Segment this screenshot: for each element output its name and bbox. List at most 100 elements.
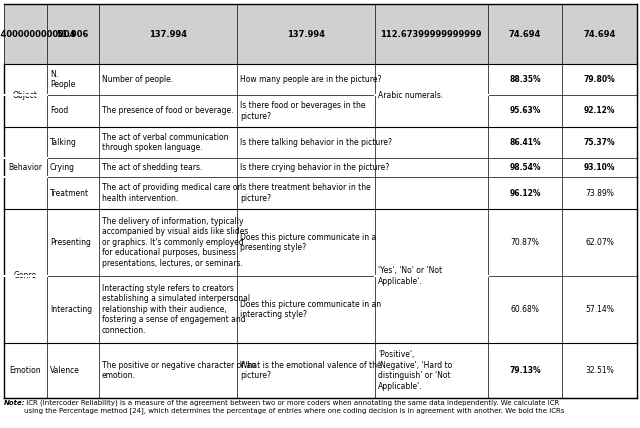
Bar	[99, 64, 237, 95]
Text: Treatment: Treatment	[50, 189, 89, 198]
Bar	[563, 95, 637, 127]
Text: The act of providing medical care or
health intervention.: The act of providing medical care or hea…	[102, 183, 241, 203]
Text: 137.994: 137.994	[149, 30, 187, 39]
Text: 32.51%: 32.51%	[585, 366, 614, 375]
Text: The delivery of information, typically
accompanied by visual aids like slides
or: The delivery of information, typically a…	[102, 217, 248, 268]
Text: ICR (Intercoder Reliability) is a measure of the agreement between two or more c: ICR (Intercoder Reliability) is a measur…	[24, 400, 564, 414]
Text: The presence of food or beverage.: The presence of food or beverage.	[102, 107, 234, 116]
Text: Emotion: Emotion	[10, 366, 42, 375]
Bar	[375, 95, 488, 127]
Bar	[4, 64, 47, 95]
Bar	[4, 95, 47, 127]
Bar	[237, 276, 375, 343]
Bar	[47, 127, 99, 158]
Bar	[4, 127, 47, 158]
Bar	[488, 209, 563, 276]
Bar	[488, 64, 563, 95]
Bar	[375, 178, 488, 209]
Bar	[563, 178, 637, 209]
Text: Does this picture communicate in an
interacting style?: Does this picture communicate in an inte…	[240, 300, 381, 319]
Bar	[375, 127, 488, 158]
Bar	[99, 343, 237, 398]
Bar	[4, 178, 47, 209]
Bar	[47, 178, 99, 209]
Text: Note:: Note:	[4, 400, 26, 406]
Text: 70.87%: 70.87%	[511, 238, 540, 247]
Bar	[4, 276, 47, 343]
Bar	[237, 127, 375, 158]
Text: 88.35%: 88.35%	[509, 75, 541, 84]
Text: 74.694: 74.694	[509, 30, 541, 39]
Text: Presenting: Presenting	[50, 238, 91, 247]
Text: The act of shedding tears.: The act of shedding tears.	[102, 163, 202, 172]
Text: 98.54%: 98.54%	[509, 163, 541, 172]
Bar	[563, 209, 637, 276]
Text: 112.67399999999999: 112.67399999999999	[381, 30, 482, 39]
Text: Interacting style refers to creators
establishing a simulated interpersonal
rela: Interacting style refers to creators est…	[102, 284, 250, 335]
Text: Talking: Talking	[50, 138, 77, 147]
Text: Is there treatment behavior in the
picture?: Is there treatment behavior in the pictu…	[240, 183, 371, 203]
Text: 43.044000000000004: 43.044000000000004	[0, 30, 76, 39]
Bar	[99, 127, 237, 158]
Bar	[4, 158, 47, 178]
Bar	[99, 209, 237, 276]
Bar	[488, 127, 563, 158]
Text: Object: Object	[13, 91, 38, 100]
Text: 74.694: 74.694	[584, 30, 616, 39]
Bar	[47, 343, 99, 398]
Bar	[237, 178, 375, 209]
Bar	[237, 64, 375, 95]
Bar	[563, 64, 637, 95]
Text: 95.63%: 95.63%	[509, 107, 541, 116]
Bar	[47, 95, 99, 127]
Text: How many people are in the picture?: How many people are in the picture?	[240, 75, 381, 84]
Text: 96.12%: 96.12%	[509, 189, 541, 198]
Text: Is there food or beverages in the
picture?: Is there food or beverages in the pictur…	[240, 101, 365, 121]
Bar	[488, 276, 563, 343]
Text: 79.13%: 79.13%	[509, 366, 541, 375]
Text: 93.10%: 93.10%	[584, 163, 616, 172]
Bar	[488, 95, 563, 127]
Bar	[563, 343, 637, 398]
Text: Crying: Crying	[50, 163, 75, 172]
Bar	[47, 158, 99, 178]
Bar	[488, 178, 563, 209]
Text: The act of verbal communication
through spoken language.: The act of verbal communication through …	[102, 133, 228, 152]
Text: Interacting: Interacting	[50, 305, 92, 314]
Bar	[563, 276, 637, 343]
Text: 51.906: 51.906	[57, 30, 89, 39]
Text: Is there talking behavior in the picture?: Is there talking behavior in the picture…	[240, 138, 392, 147]
Text: Does this picture communicate in a
presenting style?: Does this picture communicate in a prese…	[240, 232, 376, 252]
Bar	[4, 209, 47, 276]
Text: The positive or negative character of an
emotion.: The positive or negative character of an…	[102, 361, 256, 380]
Bar	[375, 158, 488, 178]
Bar	[375, 64, 488, 95]
Text: Valence: Valence	[50, 366, 80, 375]
Text: Food: Food	[50, 107, 68, 116]
Text: Number of people.: Number of people.	[102, 75, 173, 84]
Bar	[47, 64, 99, 95]
Text: 60.68%: 60.68%	[511, 305, 540, 314]
Bar	[488, 343, 563, 398]
Text: 'Yes', 'No' or 'Not
Applicable'.: 'Yes', 'No' or 'Not Applicable'.	[378, 266, 442, 285]
Text: Arabic numerals.: Arabic numerals.	[378, 91, 443, 100]
Bar	[47, 209, 99, 276]
Text: 92.12%: 92.12%	[584, 107, 616, 116]
Text: 'Positive',
'Negative', 'Hard to
distinguish' or 'Not
Applicable'.: 'Positive', 'Negative', 'Hard to disting…	[378, 351, 452, 390]
Bar	[375, 343, 488, 398]
Text: 75.37%: 75.37%	[584, 138, 616, 147]
Bar	[99, 158, 237, 178]
Text: 62.07%: 62.07%	[585, 238, 614, 247]
Text: What is the emotional valence of the
picture?: What is the emotional valence of the pic…	[240, 361, 381, 380]
Bar	[488, 158, 563, 178]
Bar	[99, 276, 237, 343]
Text: Is there crying behavior in the picture?: Is there crying behavior in the picture?	[240, 163, 389, 172]
Bar	[237, 158, 375, 178]
Bar	[375, 276, 488, 343]
Text: 137.994: 137.994	[287, 30, 325, 39]
Bar	[237, 343, 375, 398]
Bar	[237, 209, 375, 276]
Bar	[99, 178, 237, 209]
Bar	[99, 95, 237, 127]
Text: Genre: Genre	[14, 271, 37, 280]
